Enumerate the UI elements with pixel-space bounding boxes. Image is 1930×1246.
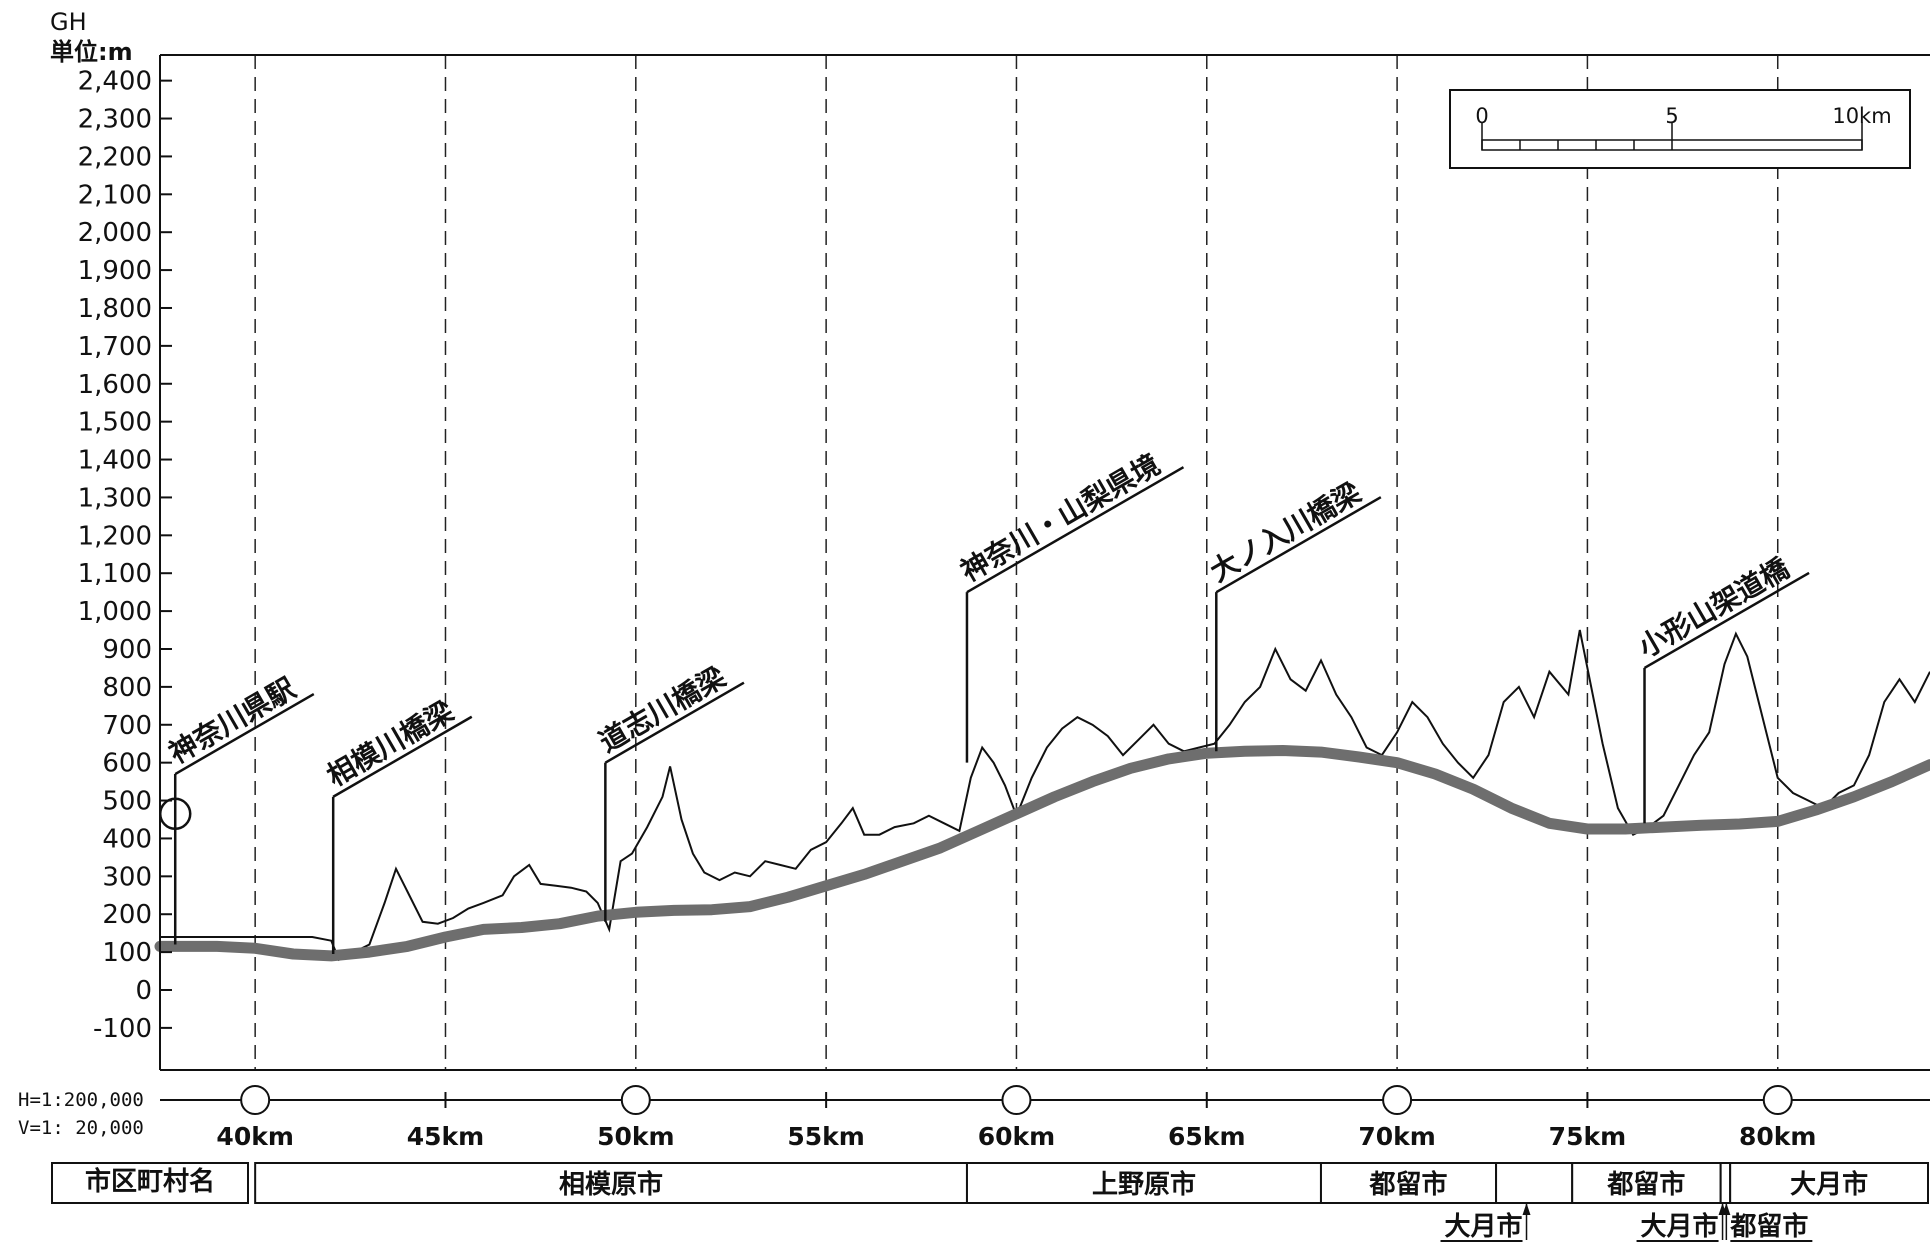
municipality-label: 都留市 [1606,1169,1685,1200]
ground-elevation-line [160,629,1930,962]
scalebar-label: 10km [1832,104,1891,128]
x-tick-label: 70km [1358,1122,1435,1151]
y-tick-label: 1,400 [78,446,152,476]
annotation-group: 大ノ入川橋梁 [1204,476,1382,594]
y-tick-label: 1,100 [78,559,152,589]
y-tick-label: 500 [102,787,152,817]
annotation-label: 大ノ入川橋梁 [1204,476,1366,589]
y-tick-label: 1,300 [78,483,152,513]
y-tick-label: 1,900 [78,256,152,286]
y-tick-label: 2,200 [78,142,152,172]
axes-layer: -100 0 100 200 300 400 500 600 700 800 900 1,000 1,1… [78,54,1930,1151]
annotation-group: 神奈川・山梨県境 [955,448,1185,594]
track-elevation-line [154,745,1930,962]
annotation-underline [1215,496,1382,594]
annotation-group: 相模川橋梁 [321,694,473,798]
annotation-label: 小形山架道橋 [1633,551,1796,664]
y-tick-label: 1,600 [78,370,152,400]
annotation-label: 道志川橋梁 [594,660,732,759]
y-tick-label: 400 [102,824,152,854]
y-tick-label: 2,000 [78,218,152,248]
x-tick-label: 50km [597,1122,674,1151]
callout-arrowhead [1722,1203,1731,1215]
callout-arrowhead [1522,1203,1531,1215]
x-tick-label: 60km [978,1122,1055,1151]
callout-label: 大月市 [1641,1211,1719,1242]
km-marker-circle [620,1085,651,1115]
scale-note-horizontal: H=1:200,000 [18,1089,144,1111]
y-unit-label: 単位:m [50,38,133,66]
annotation-underline [174,692,315,776]
km-marker-circle [1762,1085,1793,1115]
municipality-header: 市区町村名 [85,1166,215,1197]
municipality-label: 大月市 [1790,1169,1868,1200]
y-unit-top: GH [50,8,87,36]
annotation-group: 道志川橋梁 [594,660,745,764]
y-tick-label: 1,200 [78,521,152,551]
y-tick-label: 900 [102,635,152,665]
y-tick-label: 1,500 [78,408,152,438]
y-tick-label: 300 [102,862,152,892]
municipality-header-box [51,1162,249,1204]
scalebar-frame [1449,89,1911,169]
y-tick-label: 800 [102,673,152,703]
annotation-group: 神奈川県駅 [163,672,315,776]
x-tick-label: 40km [216,1122,293,1151]
annotation-underline [332,715,473,798]
scalebar-label: 0 [1475,104,1488,128]
scalebar-label: 5 [1665,104,1678,128]
municipality-box [965,1162,1322,1204]
x-tick-label: 65km [1168,1122,1245,1151]
x-tick-label: 55km [787,1122,864,1151]
km-marker-circle [1001,1085,1032,1115]
municipality-label: 都留市 [1369,1169,1448,1200]
callout-label: 大月市 [1445,1211,1523,1242]
y-tick-label: 700 [102,711,152,741]
municipality-box [1719,1162,1732,1204]
y-tick-label: 1,700 [78,332,152,362]
y-tick-label: 2,100 [78,180,152,210]
municipality-box [1319,1162,1498,1204]
municipality-box [1495,1162,1574,1204]
annotation-underline [1643,571,1810,670]
callout-label: 都留市 [1729,1211,1808,1242]
annotation-label: 神奈川・山梨県境 [955,448,1166,589]
municipality-box [1729,1162,1929,1204]
km-marker-circle [1382,1085,1413,1115]
y-tick-label: 200 [102,900,152,930]
annotation-underline [966,466,1185,594]
x-tick-label: 80km [1739,1122,1816,1151]
y-tick-label: 1,000 [78,597,152,627]
x-tick-label: 45km [407,1122,484,1151]
scalebar: 0 5 10km [1449,89,1911,169]
annotation-underline [604,681,745,764]
gridlines [254,55,1779,1070]
y-tick-label: -100 [93,1014,152,1044]
scale-note-vertical: V=1: 20,000 [18,1117,144,1139]
y-tick-label: 2,400 [78,67,152,97]
y-tick-label: 600 [102,749,152,779]
annotation-label: 相模川橋梁 [321,694,459,793]
municipality-label: 相模原市 [559,1169,663,1200]
municipality-box [1571,1162,1722,1204]
x-tick-label: 75km [1549,1122,1626,1151]
y-tick-label: 0 [135,976,152,1006]
municipality-label: 上野原市 [1092,1169,1196,1200]
y-tick-label: 100 [102,938,152,968]
km-marker-circle [240,1085,271,1115]
annotation-label: 神奈川県駅 [163,672,301,771]
annotation-group: 小形山架道橋 [1633,551,1810,670]
y-tick-label: 2,300 [78,105,152,135]
y-tick-label: 1,800 [78,294,152,324]
series-layer [154,629,1930,962]
